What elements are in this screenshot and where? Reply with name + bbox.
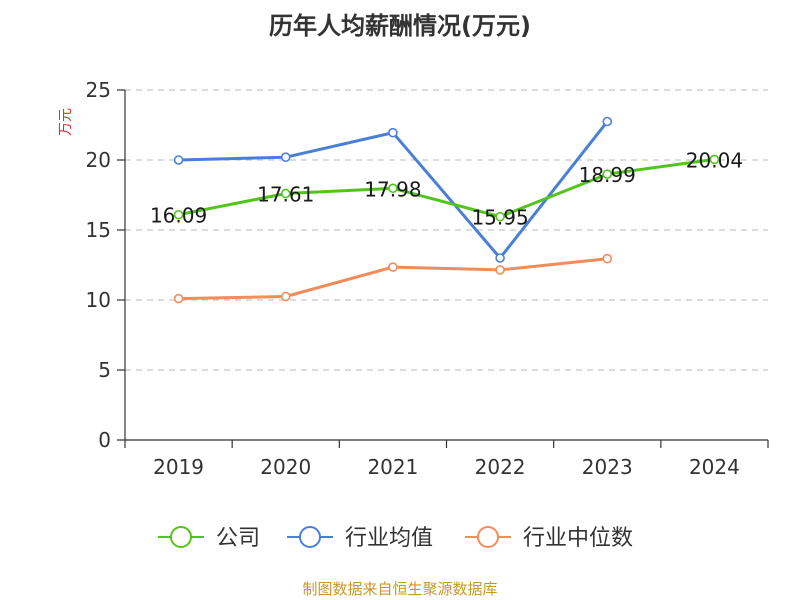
legend-label: 公司 <box>216 526 260 551</box>
x-tick-label: 2023 <box>582 455 633 479</box>
grid-lines <box>125 89 768 371</box>
data-label: 17.61 <box>257 182 314 206</box>
data-point-2 <box>388 262 398 272</box>
data-point-0 <box>388 183 398 194</box>
x-tick-label: 2022 <box>475 455 526 479</box>
x-tick-label: 2021 <box>367 455 418 479</box>
series-group <box>173 116 720 304</box>
legend-swatch-marker <box>170 526 192 548</box>
data-point-1 <box>602 116 613 127</box>
data-point-0 <box>280 188 291 199</box>
data-label: 17.98 <box>364 177 421 201</box>
legend-item-0: 公司 <box>158 526 260 551</box>
y-tick-label: 10 <box>86 288 111 312</box>
legend-item-2: 行业中位数 <box>465 526 633 551</box>
legend-item-1: 行业均值 <box>287 526 433 551</box>
legend-label: 行业中位数 <box>523 526 633 551</box>
y-axis-label: 万元 <box>58 108 74 136</box>
legend-swatch-marker <box>299 526 321 548</box>
data-point-1 <box>388 127 398 138</box>
legend-swatch-marker <box>477 526 499 548</box>
data-label: 18.99 <box>579 163 636 187</box>
data-point-2 <box>602 253 613 264</box>
source-note: 制图数据来自恒生聚源数据库 <box>302 580 497 598</box>
data-label: 20.04 <box>686 148 743 172</box>
data-point-1 <box>173 155 184 165</box>
data-labels: 16.09 17.61 17.98 15.95 18.99 20.04 <box>150 148 743 229</box>
legend-label: 行业均值 <box>345 526 433 551</box>
data-point-0 <box>709 154 720 165</box>
data-label: 15.95 <box>471 206 528 230</box>
data-point-2 <box>280 291 291 302</box>
data-point-2 <box>173 293 184 304</box>
data-point-0 <box>602 169 613 179</box>
x-tick-label: 2020 <box>260 455 311 479</box>
data-point-2 <box>495 265 505 275</box>
x-tick-label: 2019 <box>153 455 204 479</box>
data-point-0 <box>173 209 184 220</box>
data-label: 16.09 <box>150 204 207 228</box>
data-point-1 <box>280 152 291 162</box>
x-tick-label: 2024 <box>689 455 740 479</box>
y-tick-label: 20 <box>86 148 111 172</box>
y-tick-label: 0 <box>98 428 111 452</box>
series-line-0 <box>177 157 716 219</box>
legend: 公司 行业均值 行业中位数 <box>158 526 633 551</box>
chart-title: 历年人均薪酬情况(万元) <box>269 12 531 40</box>
y-tick-label: 5 <box>98 358 111 382</box>
axes: 0 5 10 15 20 25 2019 2020 2021 2022 2023 2024 <box>86 78 769 479</box>
y-tick-label: 15 <box>86 218 111 242</box>
data-point-0 <box>495 211 505 222</box>
y-tick-label: 25 <box>86 78 111 102</box>
data-point-1 <box>495 253 505 263</box>
